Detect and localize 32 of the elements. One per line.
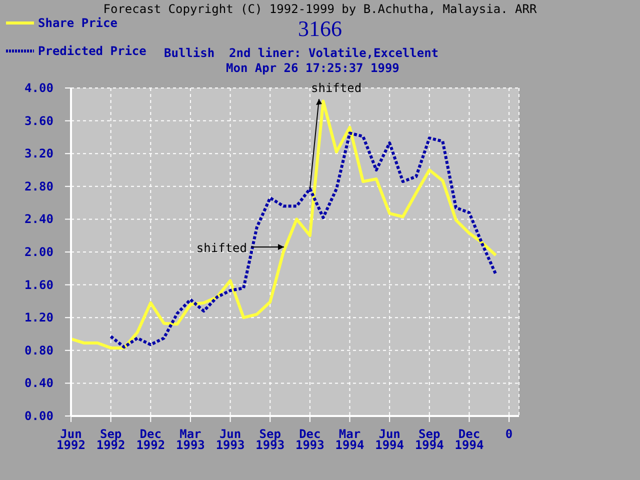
x-tick-label: Jun 1992: [56, 427, 86, 452]
chart-title: 3166: [298, 16, 342, 41]
x-tick-label: Dec 1993: [295, 427, 324, 452]
y-tick-label: 2.80: [24, 179, 54, 194]
text: Forecast Copyright (C) 1992-1999 by B.Achutha, Malaysia. ARR: [102, 2, 538, 16]
x-tick-label: Sep 1993: [256, 427, 285, 452]
y-tick-label: 0.80: [24, 343, 54, 358]
annotation: shifted: [311, 81, 362, 95]
annotation: shifted: [196, 241, 247, 255]
chart-subtitle: Bullish 2nd liner: Volatile,Excellent Mon Apr 26 17:25:37 1999: [164, 46, 439, 75]
y-tick-label: 0.40: [24, 376, 54, 390]
x-tick-label: Sep 1992: [96, 427, 126, 452]
y-tick-label: 3.60: [24, 114, 54, 128]
x-tick-label: Mar 1993: [176, 427, 205, 452]
y-tick-label: 1.20: [24, 310, 54, 325]
y-tick-label: 3.20: [24, 146, 54, 161]
x-tick-label: Jun 1993: [216, 427, 245, 452]
x-tick-label: Jun 1994: [375, 427, 404, 452]
y-tick-label: 4.00: [24, 81, 54, 95]
y-tick-label: 2.00: [24, 245, 54, 259]
x-tick-label: Dec 1992: [136, 427, 166, 452]
x-tick-label: Dec 1994: [454, 427, 484, 452]
line-series: [109, 132, 498, 349]
line-series: [71, 100, 498, 350]
y-tick-label: 0.00: [24, 409, 54, 423]
x-tick-label: Mar 1994: [335, 427, 364, 452]
legend-label: Predicted Price: [38, 44, 146, 58]
y-tick-label: 2.40: [24, 212, 54, 226]
x-tick-label: 0: [505, 427, 513, 441]
legend-label: Share Price: [38, 16, 118, 30]
y-tick-label: 1.60: [24, 278, 54, 292]
x-tick-label: Sep 1994: [414, 427, 444, 452]
